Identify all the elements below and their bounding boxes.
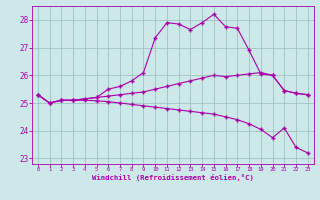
X-axis label: Windchill (Refroidissement éolien,°C): Windchill (Refroidissement éolien,°C) <box>92 174 254 181</box>
